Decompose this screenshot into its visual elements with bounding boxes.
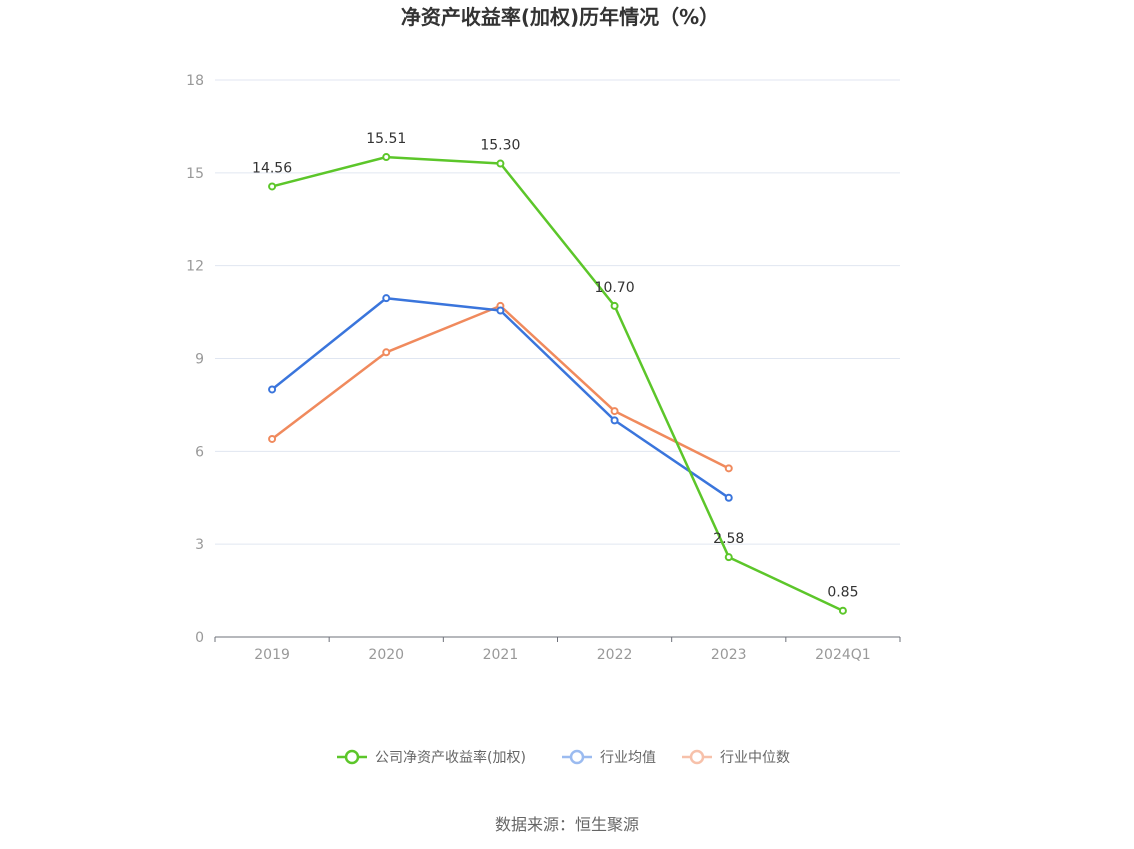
series-layer xyxy=(268,153,847,615)
legend-label: 行业均值 xyxy=(600,750,656,766)
legend[interactable]: 公司净资产收益率(加权) 行业均值 行业中位数 xyxy=(337,749,790,766)
data-point[interactable] xyxy=(268,385,277,394)
legend-item[interactable]: 行业中位数 xyxy=(682,749,790,766)
data-label: 0.85 xyxy=(827,585,858,601)
data-point[interactable] xyxy=(382,348,391,357)
data-labels: 14.56 15.51 15.30 10.70 2.58 0.85 xyxy=(252,131,858,601)
series-line xyxy=(271,304,730,470)
data-point[interactable] xyxy=(838,606,847,615)
y-tick-label: 0 xyxy=(195,630,204,646)
data-point[interactable] xyxy=(610,407,619,416)
data-point[interactable] xyxy=(724,553,733,562)
series-line xyxy=(271,155,844,612)
chart-title: 净资产收益率(加权)历年情况（%） xyxy=(401,5,719,29)
source-note: 数据来源：恒生聚源 xyxy=(495,815,639,834)
legend-label: 行业中位数 xyxy=(720,750,790,766)
legend-item[interactable]: 公司净资产收益率(加权) xyxy=(337,749,526,766)
legend-marker-icon xyxy=(569,749,585,765)
y-tick-label: 6 xyxy=(195,444,204,460)
x-tick-label: 2019 xyxy=(254,647,290,663)
y-tick-label: 12 xyxy=(186,259,204,275)
data-label: 15.51 xyxy=(366,131,406,147)
legend-marker-icon xyxy=(344,749,360,765)
y-tick-label: 3 xyxy=(195,537,204,553)
x-tick-label: 2022 xyxy=(597,647,633,663)
y-tick-label: 18 xyxy=(186,73,204,89)
grid-lines xyxy=(215,79,900,545)
y-tick-label: 9 xyxy=(195,352,204,368)
data-point[interactable] xyxy=(610,416,619,425)
y-tick-label: 15 xyxy=(186,166,204,182)
x-tick-label: 2020 xyxy=(368,647,404,663)
data-point[interactable] xyxy=(724,464,733,473)
axes: 0 3 6 9 12 15 18 2019 2020 2021 2022 2023 2024Q1 xyxy=(186,73,901,663)
data-label: 2.58 xyxy=(713,531,744,547)
data-point[interactable] xyxy=(382,294,391,303)
x-tick-label: 2023 xyxy=(711,647,747,663)
data-point[interactable] xyxy=(268,182,277,191)
legend-marker-icon xyxy=(689,749,705,765)
legend-label: 公司净资产收益率(加权) xyxy=(375,749,526,766)
data-point[interactable] xyxy=(496,306,505,315)
series-line xyxy=(271,296,730,499)
data-point[interactable] xyxy=(382,153,391,162)
data-point[interactable] xyxy=(724,493,733,502)
x-tick-label: 2021 xyxy=(483,647,519,663)
data-label: 15.30 xyxy=(480,138,520,154)
legend-item[interactable]: 行业均值 xyxy=(562,749,656,766)
x-tick-label: 2024Q1 xyxy=(815,647,871,663)
data-label: 10.70 xyxy=(595,280,635,296)
data-point[interactable] xyxy=(268,434,277,443)
data-point[interactable] xyxy=(496,159,505,168)
data-label: 14.56 xyxy=(252,160,292,176)
data-point[interactable] xyxy=(610,301,619,310)
